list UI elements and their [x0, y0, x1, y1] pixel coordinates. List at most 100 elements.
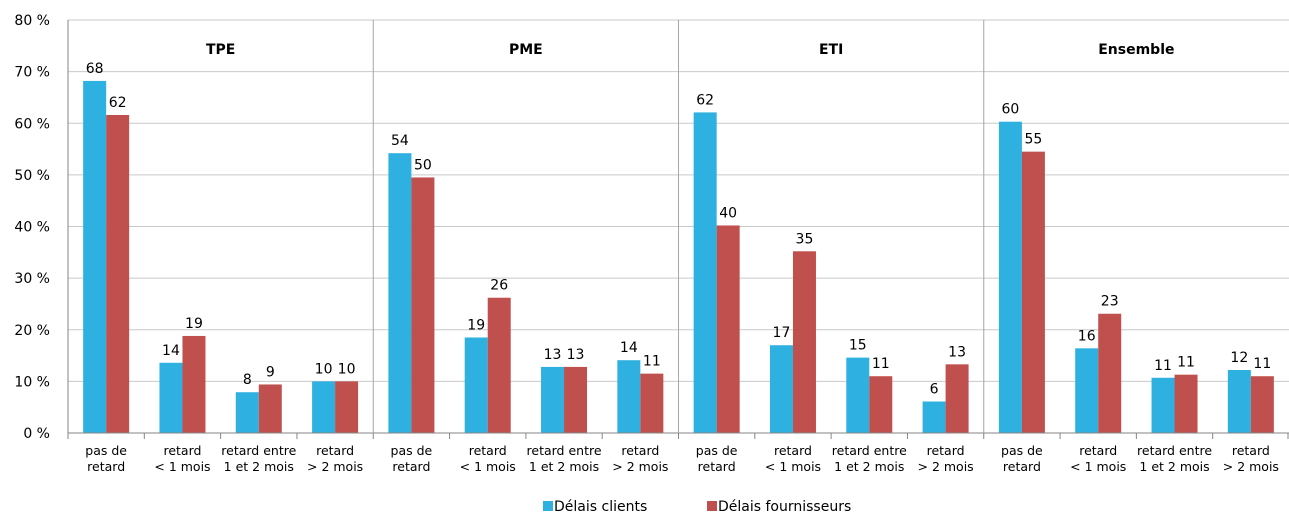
y-tick-label: 80 % [14, 13, 50, 29]
data-label: 6 [930, 382, 939, 398]
bar-delais-fournisseurs [792, 251, 816, 433]
bar-delais-fournisseurs [945, 364, 969, 433]
panel-title-pme: PME [509, 42, 543, 58]
category-label: 1 et 2 mois [224, 459, 294, 474]
category-label: < 1 mois [154, 459, 210, 474]
category-label: retard [1232, 443, 1270, 458]
category-label: 1 et 2 mois [529, 459, 599, 474]
y-tick-label: 0 % [23, 426, 50, 442]
bar-delais-clients [769, 345, 793, 433]
data-label: 13 [567, 347, 585, 363]
data-label: 10 [338, 361, 356, 377]
bar-delais-fournisseurs [1021, 151, 1045, 434]
bar-delais-fournisseurs [564, 366, 588, 433]
data-label: 11 [872, 356, 890, 372]
data-label: 23 [1101, 294, 1119, 310]
y-tick-label: 50 % [14, 168, 50, 184]
bar-delais-fournisseurs [716, 225, 740, 433]
data-label: 26 [490, 278, 508, 294]
bar-delais-fournisseurs [1250, 376, 1274, 433]
category-label: pas de [391, 443, 433, 458]
y-tick-label: 70 % [14, 65, 50, 81]
category-label: retard entre [1137, 443, 1212, 458]
data-label: 9 [266, 364, 275, 380]
data-label: 62 [696, 92, 714, 108]
data-label: 11 [1154, 358, 1172, 374]
data-label: 40 [719, 205, 737, 221]
bar-delais-clients [541, 366, 565, 433]
data-label: 35 [796, 231, 814, 247]
bar-delais-fournisseurs [487, 297, 511, 433]
legend-label-delais-fournisseurs: Délais fournisseurs [718, 499, 851, 515]
bar-delais-clients [846, 357, 870, 433]
bar-delais-fournisseurs [1098, 313, 1122, 433]
data-label: 54 [391, 133, 409, 149]
category-label: pas de [1001, 443, 1043, 458]
bar-delais-clients [159, 362, 183, 433]
category-label: > 2 mois [1223, 459, 1279, 474]
bar-delais-clients [388, 153, 412, 433]
bar-delais-fournisseurs [182, 335, 206, 433]
data-label: 11 [1177, 355, 1195, 371]
bar-delais-fournisseurs [640, 373, 664, 433]
category-label: > 2 mois [307, 459, 363, 474]
bar-delais-clients [312, 381, 336, 433]
category-label: retard entre [527, 443, 602, 458]
bars [83, 80, 1274, 434]
data-label: 8 [243, 372, 252, 388]
category-label: retard [87, 459, 125, 474]
category-label: retard entre [221, 443, 296, 458]
bar-delais-fournisseurs [106, 114, 130, 434]
bar-delais-fournisseurs [869, 376, 893, 433]
category-label: < 1 mois [765, 459, 821, 474]
category-label: 1 et 2 mois [834, 459, 904, 474]
category-label: > 2 mois [918, 459, 974, 474]
category-label: > 2 mois [612, 459, 668, 474]
legend-swatch-delais-clients [543, 501, 553, 511]
bar-delais-clients [235, 392, 259, 433]
bar-delais-clients [693, 112, 717, 433]
data-label: 68 [86, 61, 104, 77]
data-label: 16 [1078, 328, 1096, 344]
data-label: 10 [315, 361, 333, 377]
category-label: retard [698, 459, 736, 474]
panel-title-eti: ETI [819, 42, 843, 58]
bar-delais-fournisseurs [411, 177, 435, 433]
bar-delais-clients [617, 360, 641, 433]
legend-swatch-delais-fournisseurs [707, 501, 717, 511]
y-tick-label: 10 % [14, 374, 50, 390]
bar-delais-clients [1075, 348, 1099, 433]
category-label: retard [316, 443, 354, 458]
category-label: retard [927, 443, 965, 458]
data-label: 60 [1001, 102, 1019, 118]
y-tick-label: 20 % [14, 323, 50, 339]
bar-delais-clients [464, 337, 488, 433]
data-label: 19 [467, 317, 485, 333]
category-label: retard entre [832, 443, 907, 458]
data-label: 55 [1024, 132, 1042, 148]
data-label: 19 [185, 316, 203, 332]
bar-delais-clients [922, 401, 946, 433]
data-label: 17 [773, 325, 791, 341]
y-tick-label: 30 % [14, 271, 50, 287]
data-label: 13 [948, 344, 966, 360]
axes: 0 % 10 % 20 % 30 % 40 % 50 % 60 % 70 % 80 % pas d… [14, 13, 1289, 474]
bar-delais-fournisseurs [258, 384, 282, 433]
legend: Délais clients Délais fournisseurs [543, 499, 851, 515]
data-label: 11 [1253, 356, 1271, 372]
y-tick-label: 60 % [14, 116, 50, 132]
bar-delais-fournisseurs [335, 381, 359, 433]
category-label: retard [469, 443, 507, 458]
category-label: pas de [696, 443, 738, 458]
bar-delais-clients [83, 80, 107, 433]
bar-delais-clients [1151, 377, 1175, 433]
category-label: retard [163, 443, 201, 458]
category-label: retard [1079, 443, 1117, 458]
data-labels: TPE 68 62 14 19 8 9 10 10 PME 54 50 19 26 13 13 14 11 ETI 6… [86, 42, 1272, 398]
data-label: 13 [544, 347, 562, 363]
bar-delais-clients [998, 121, 1022, 434]
panel-title-tpe: TPE [206, 42, 235, 58]
category-label: retard [392, 459, 430, 474]
